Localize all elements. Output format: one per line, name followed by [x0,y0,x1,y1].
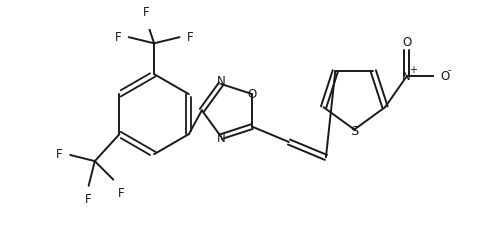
Text: N: N [217,75,226,88]
Text: S: S [350,125,359,138]
Text: +: + [409,65,417,75]
Text: F: F [143,6,150,19]
Text: O: O [247,87,257,101]
Text: F: F [187,31,194,44]
Text: N: N [217,132,226,146]
Text: F: F [85,193,92,206]
Text: F: F [114,31,121,44]
Text: F: F [56,148,62,162]
Text: N: N [402,70,411,83]
Text: F: F [118,186,124,200]
Text: O: O [402,36,411,49]
Text: -: - [447,65,451,75]
Text: O: O [440,70,450,83]
